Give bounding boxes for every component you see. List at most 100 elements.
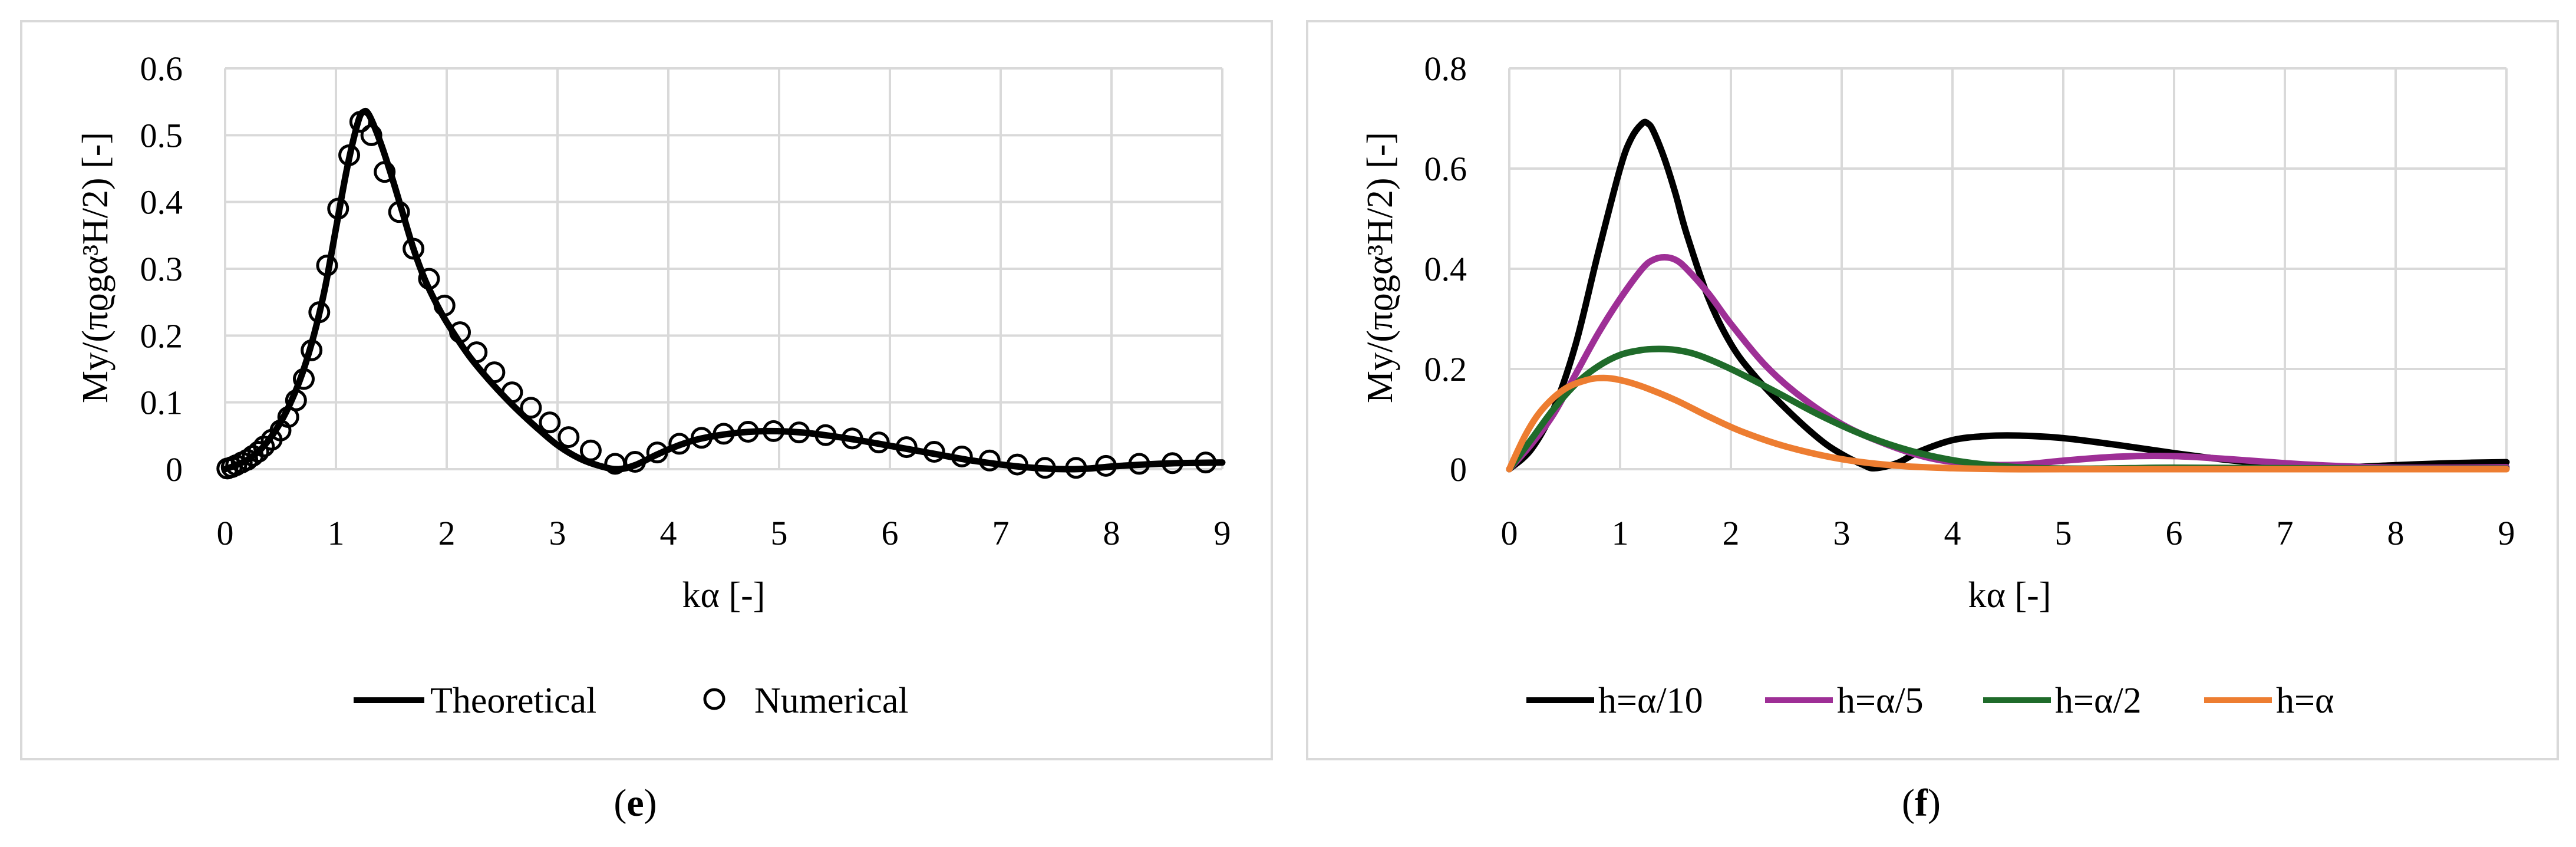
panel-f-frame xyxy=(1306,20,2559,760)
panel-e-series-1-point xyxy=(403,238,425,260)
panel-e-series-1-point xyxy=(301,339,323,361)
panel-f-x-tick-labels: 0 1 2 3 4 5 6 7 8 9 xyxy=(1501,514,2515,552)
panel-e-series-1-point xyxy=(668,433,691,455)
panel-f-y-tick-label: 0.8 xyxy=(1424,50,1467,88)
panel-e-y-tick-label: 0.5 xyxy=(140,116,183,154)
panel-e-y-tick-label: 0 xyxy=(166,450,183,489)
panel-f: 0 0.2 0.4 0.6 0.8 0 1 2 3 4 5 6 7 8 9 My/(πϱgα³H/2) [… xyxy=(1306,20,2559,825)
panel-e-x-tick-labels: 0 1 2 3 4 5 6 7 8 9 xyxy=(217,514,1231,552)
panel-e-series-1-point xyxy=(788,421,810,444)
legend-numerical-label: Numerical xyxy=(754,681,909,721)
panel-f-x-tick-label: 3 xyxy=(1833,514,1851,552)
panel-e-series-1-point xyxy=(374,161,396,183)
legend-h-a2-label: h=α/2 xyxy=(2055,681,2142,721)
panel-e-series-1-point xyxy=(483,361,506,384)
panel-f-x-tick-label: 0 xyxy=(1501,514,1518,552)
panel-f-x-tick-label: 2 xyxy=(1723,514,1740,552)
panel-e-series-1-point xyxy=(338,144,361,166)
panel-e-series-1-point xyxy=(646,441,668,464)
legend-h-a-label: h=α xyxy=(2276,681,2334,721)
panel-e-y-tick-label: 0.2 xyxy=(140,317,183,355)
panel-f-x-tick-label: 6 xyxy=(2166,514,2183,552)
panel-e-series-1-point xyxy=(466,341,488,364)
panel-e-series-1-point xyxy=(520,397,542,419)
panel-e-series-1-point xyxy=(1195,451,1217,474)
panel-f-y-tick-label: 0.2 xyxy=(1424,350,1467,388)
panel-e-series-1-point xyxy=(449,321,471,344)
panel-e-series-1-point xyxy=(868,431,890,454)
panel-e-series-1-point xyxy=(327,197,349,220)
panel-e-x-tick-label: 6 xyxy=(882,514,899,552)
panel-e-series-1-point xyxy=(316,254,338,276)
panel-e-series-1-point xyxy=(841,427,863,450)
panel-e-series-1-point xyxy=(501,381,523,404)
panel-e-series-0-line xyxy=(222,107,1226,473)
panel-e-x-tick-label: 4 xyxy=(660,514,677,552)
panel-e-series-1-point xyxy=(737,421,759,443)
panel-e-series-1-point xyxy=(285,389,307,411)
panel-e: 0 0.1 0.2 0.3 0.4 0.5 0.6 0 1 2 3 4 5 6 7 8 9 My/(πϱgα³… xyxy=(20,20,1273,825)
panel-e-x-tick-label: 7 xyxy=(992,514,1010,552)
panel-e-series-1-point xyxy=(388,201,410,223)
panel-e-caption: (e) xyxy=(614,782,657,825)
panel-e-x-tick-label: 2 xyxy=(438,514,456,552)
panel-e-x-tick-label: 0 xyxy=(217,514,234,552)
panel-f-y-tick-label: 0 xyxy=(1450,450,1467,489)
legend-numerical-marker xyxy=(703,688,725,710)
panel-f-gridlines xyxy=(1508,67,2508,470)
panel-e-series-1-point xyxy=(292,368,315,390)
panel-f-x-tick-label: 7 xyxy=(2277,514,2294,552)
panel-f-y-axis-title: My/(πϱgα³H/2) [-] xyxy=(1360,132,1400,403)
panel-e-series-1-point xyxy=(1034,457,1056,479)
panel-f-y-tick-labels: 0 0.2 0.4 0.6 0.8 xyxy=(1424,50,1467,489)
panel-e-series-1-point xyxy=(1065,457,1087,479)
panel-e-series-1-point xyxy=(978,449,1001,472)
panel-e-x-tick-label: 3 xyxy=(549,514,566,552)
panel-f-y-tick-label: 0.6 xyxy=(1424,150,1467,188)
panel-e-series-1-point xyxy=(951,445,973,467)
panel-e-legend: Theoretical Numerical xyxy=(354,681,909,721)
panel-e-series-1-point xyxy=(1095,454,1117,477)
panel-e-y-tick-label: 0.1 xyxy=(140,384,183,422)
panel-e-series-1-point xyxy=(690,427,713,449)
legend-h-a10-label: h=α/10 xyxy=(1598,681,1703,721)
panel-e-series-1-point xyxy=(923,441,945,463)
legend-h-a5-label: h=α/5 xyxy=(1837,681,1924,721)
panel-f-legend: h=α/10 h=α/5 h=α/2 h=α xyxy=(1526,681,2334,721)
panel-e-y-tick-labels: 0 0.1 0.2 0.3 0.4 0.5 0.6 xyxy=(140,50,183,489)
panel-f-series-3-line xyxy=(1506,374,2510,473)
panel-e-series xyxy=(216,107,1226,480)
panel-e-y-tick-label: 0.3 xyxy=(140,250,183,288)
panel-e-gridlines xyxy=(224,67,1223,470)
panel-e-frame xyxy=(20,20,1273,760)
panel-e-series-1-point xyxy=(1006,453,1028,476)
panel-e-series-1-point xyxy=(895,436,918,459)
panel-e-x-tick-label: 1 xyxy=(328,514,345,552)
panel-e-series-1-point xyxy=(579,439,602,462)
panel-e-x-tick-label: 8 xyxy=(1103,514,1120,552)
panel-e-x-tick-label: 9 xyxy=(1214,514,1231,552)
panel-f-x-tick-label: 1 xyxy=(1612,514,1629,552)
panel-e-series-1-point xyxy=(308,301,331,324)
panel-e-series-1-point xyxy=(814,424,837,446)
panel-e-series-1-point xyxy=(360,124,382,146)
panel-e-series-1-point xyxy=(763,420,785,442)
panel-e-series-1-point xyxy=(433,294,456,317)
panel-f-caption: (f) xyxy=(1902,782,1941,825)
panel-e-y-tick-label: 0.6 xyxy=(140,50,183,88)
panel-f-x-axis-title: kα [-] xyxy=(1968,575,2051,615)
panel-e-x-axis-title: kα [-] xyxy=(682,575,766,615)
panel-f-x-tick-label: 8 xyxy=(2387,514,2405,552)
panel-f-x-tick-label: 9 xyxy=(2498,514,2515,552)
panel-e-y-axis-title: My/(πϱgα³H/2) [-] xyxy=(75,132,116,403)
panel-f-x-tick-label: 4 xyxy=(1944,514,1961,552)
panel-e-series-1-point xyxy=(624,451,647,473)
panel-f-y-tick-label: 0.4 xyxy=(1424,250,1467,288)
panel-f-x-tick-label: 5 xyxy=(2055,514,2072,552)
panel-e-series-1-point xyxy=(349,111,371,133)
panel-e-series-1-point xyxy=(713,423,735,445)
panel-e-series-1-point xyxy=(1128,453,1150,475)
panel-e-series-1-point xyxy=(558,426,580,449)
panel-e-y-tick-label: 0.4 xyxy=(140,183,183,222)
